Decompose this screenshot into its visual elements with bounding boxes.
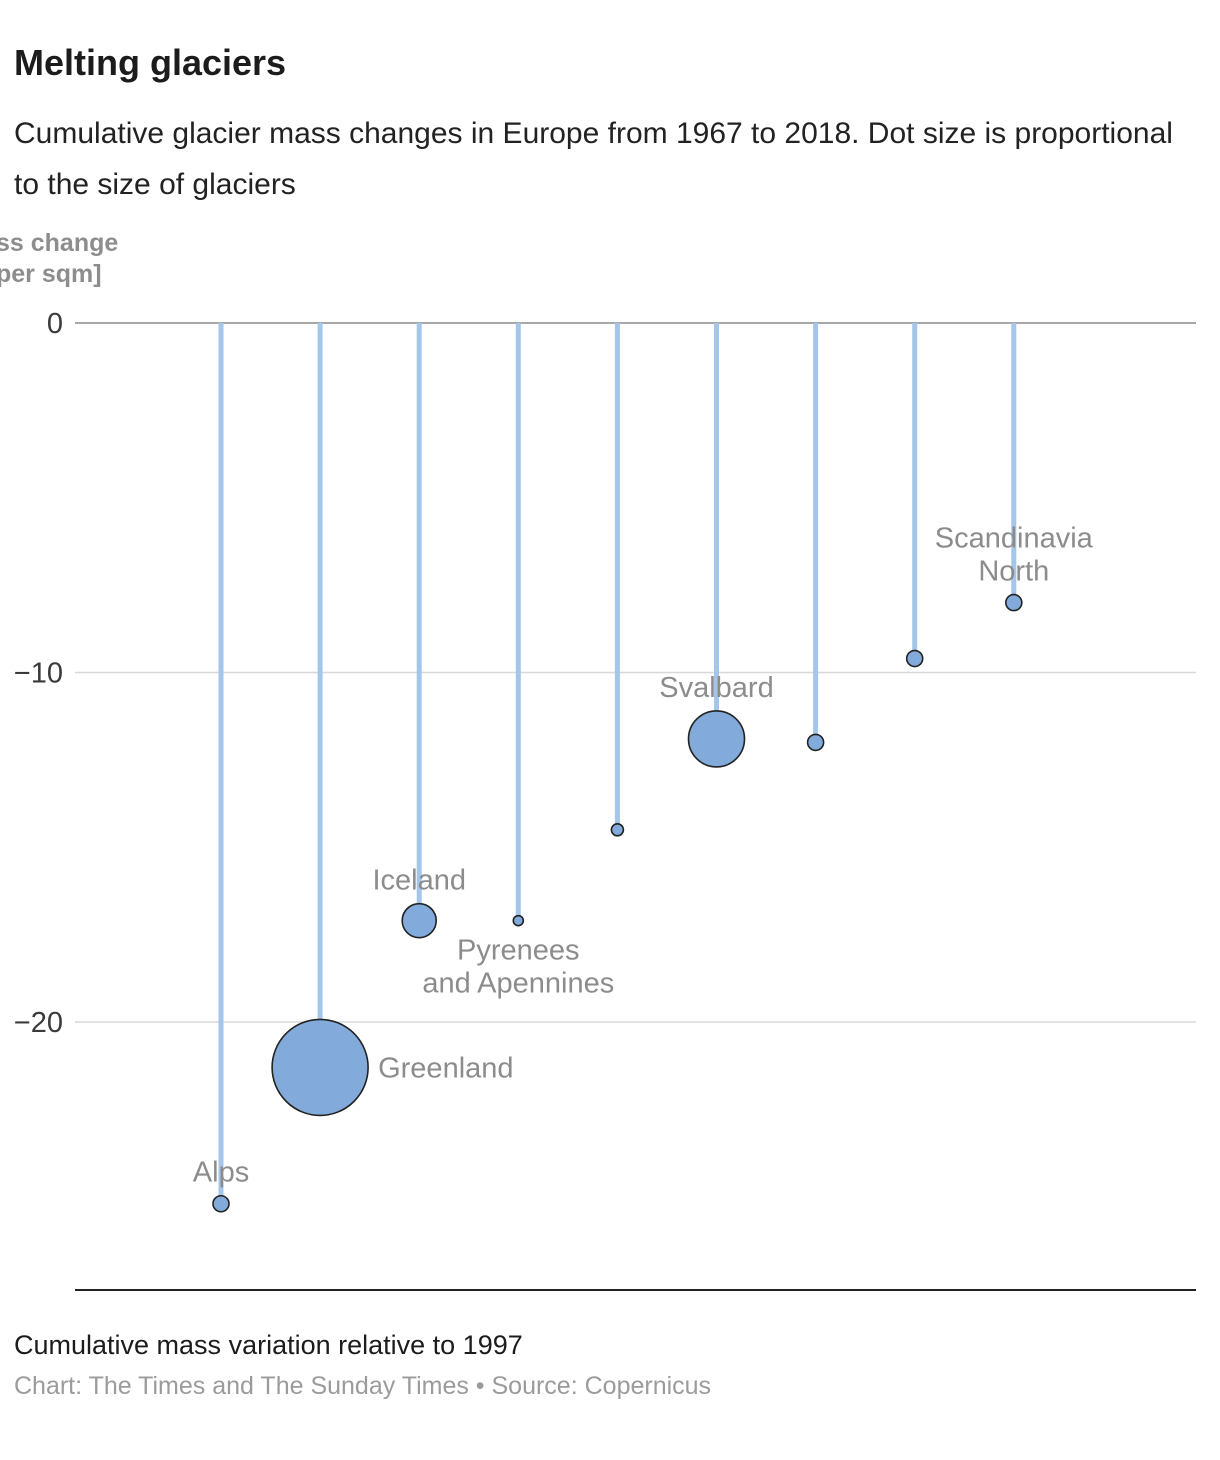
y-axis-title-line-2: per sqm] (0, 260, 102, 288)
dot-unlabeled-6 (806, 733, 825, 752)
footer-divider (75, 1289, 1196, 1291)
dot-scandinavia-north (1004, 593, 1023, 612)
y-tick-label-−10: −10 (14, 658, 63, 690)
label-iceland-0: Iceland (372, 865, 466, 897)
label-scandinavia-north-0: Scandinavia (935, 523, 1094, 555)
dot-alps (212, 1194, 230, 1213)
y-tick-label-−20: −20 (14, 1007, 63, 1039)
chart-footnote: Cumulative mass variation relative to 19… (14, 1330, 523, 1360)
chart-subtitle: Cumulative glacier mass changes in Europ… (14, 117, 1173, 201)
dot-pyrenees-and-apennines (512, 914, 525, 927)
dot-svalbard (687, 710, 746, 768)
label-greenland-0: Greenland (378, 1052, 513, 1084)
dot-greenland (271, 1018, 369, 1117)
label-scandinavia-north-1: North (978, 556, 1049, 588)
label-pyrenees-and-apennines-0: Pyrenees (457, 935, 580, 967)
dot-unlabeled-4 (610, 822, 625, 837)
label-svalbard-0: Svalbard (659, 672, 773, 704)
chart-credit: Chart: The Times and The Sunday Times • … (14, 1372, 712, 1400)
label-pyrenees-and-apennines-1: and Apennines (422, 968, 614, 1000)
y-axis-title: ss change per sqm] (0, 228, 118, 290)
label-alps-0: Alps (193, 1157, 249, 1189)
dot-unlabeled-7 (905, 649, 924, 668)
y-axis-title-line-1: ss change (0, 229, 119, 257)
dot-iceland (401, 902, 438, 939)
chart-title: Melting glaciers (14, 42, 287, 83)
y-tick-label-0: 0 (47, 308, 63, 340)
